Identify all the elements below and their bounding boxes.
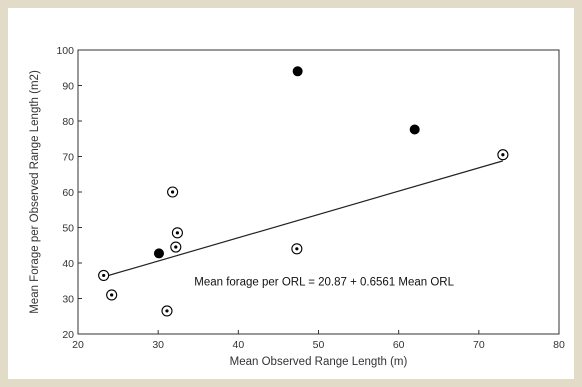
data-point-filled xyxy=(153,248,164,259)
data-point-open xyxy=(291,243,303,255)
x-tick-label: 30 xyxy=(152,339,164,351)
chart-panel: 20 30 40 50 60 70 80 20 30 40 50 60 70 80 90 100 Mean f… xyxy=(8,8,574,379)
x-tick-label: 60 xyxy=(393,339,405,351)
y-tick-label: 90 xyxy=(62,81,74,93)
y-tick-label: 50 xyxy=(62,223,74,235)
x-tick-label: 50 xyxy=(313,339,325,351)
data-point-open xyxy=(171,227,183,239)
y-tick-label: 20 xyxy=(62,329,74,341)
data-point-filled xyxy=(409,124,420,135)
scatter-chart: 20 30 40 50 60 70 80 20 30 40 50 60 70 80 90 100 Mean f… xyxy=(29,45,565,368)
x-tick-label: 80 xyxy=(553,339,565,351)
regression-equation-label: Mean forage per ORL = 20.87 + 0.6561 Mea… xyxy=(194,276,454,288)
x-tick-label: 70 xyxy=(473,339,485,351)
y-tick-label: 30 xyxy=(62,294,74,306)
x-tick-label: 40 xyxy=(232,339,244,351)
regression-line xyxy=(103,160,504,278)
x-axis-label: Mean Observed Range Length (m) xyxy=(230,356,408,368)
y-axis-label: Mean Forage per Observed Range Length (m… xyxy=(29,70,41,314)
y-tick-label: 60 xyxy=(62,187,74,199)
data-point-filled xyxy=(292,66,303,77)
data-point-open xyxy=(167,186,179,198)
data-point-open xyxy=(98,269,110,281)
data-point-open xyxy=(497,149,509,161)
y-tick-label: 80 xyxy=(62,116,74,128)
plot-area xyxy=(77,49,560,335)
x-tick-label: 20 xyxy=(72,339,84,351)
y-tick-label: 100 xyxy=(56,45,74,57)
data-point-open xyxy=(106,289,118,301)
y-tick-label: 70 xyxy=(62,152,74,164)
y-tick-label: 40 xyxy=(62,258,74,270)
data-point-open xyxy=(161,305,173,317)
data-point-open xyxy=(170,241,182,253)
